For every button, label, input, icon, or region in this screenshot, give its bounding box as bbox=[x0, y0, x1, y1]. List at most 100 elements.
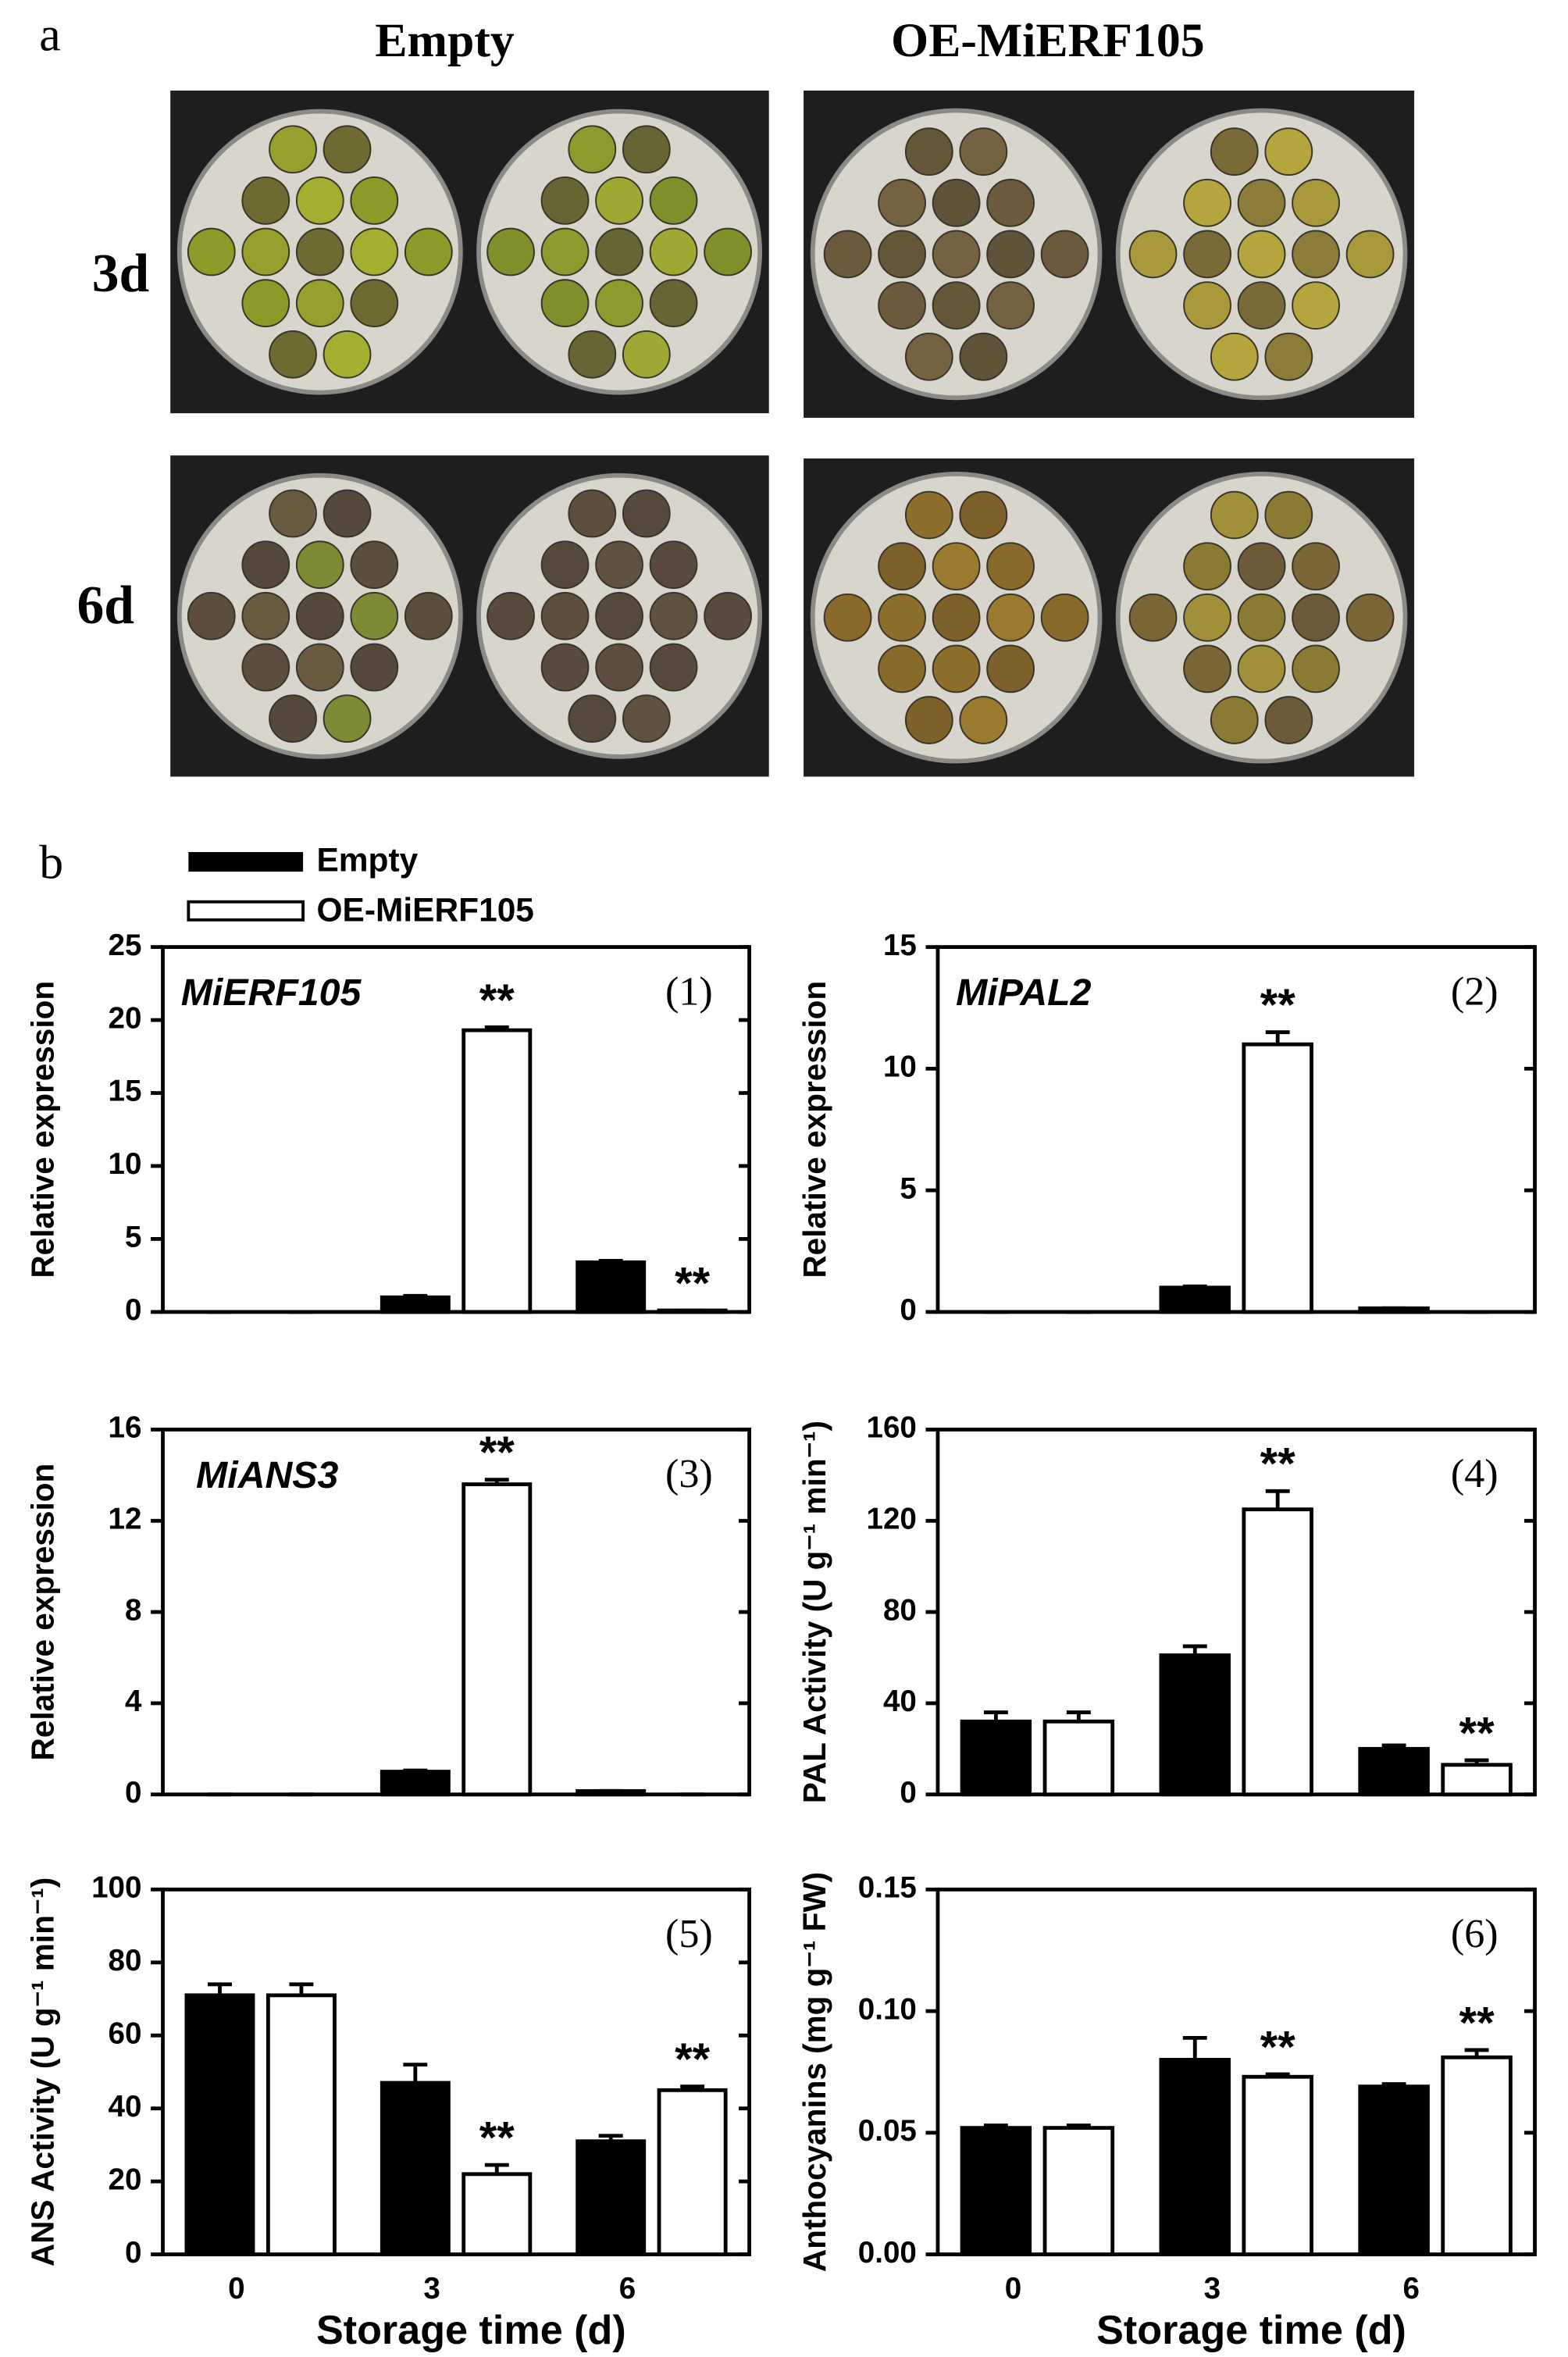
leaf-disc bbox=[595, 177, 643, 225]
leaf-disc bbox=[1292, 542, 1340, 591]
bar bbox=[1242, 1042, 1313, 1314]
y-tick-label: 100 bbox=[91, 1871, 141, 1905]
error-bar bbox=[1066, 1710, 1091, 1722]
leaf-disc bbox=[1292, 178, 1340, 227]
error-bar bbox=[1464, 2048, 1489, 2058]
leaf-disc bbox=[649, 591, 698, 640]
leaf-disc bbox=[1183, 542, 1231, 591]
y-tick-label: 0 bbox=[125, 1293, 141, 1327]
y-tick-label: 0.05 bbox=[858, 2114, 917, 2148]
leaf-disc bbox=[540, 227, 590, 276]
chart: 0 40 80 120 160 PAL Activity (U g⁻¹ min⁻¹) (4)… bbox=[796, 1411, 1537, 1810]
leaf-disc bbox=[1292, 281, 1340, 330]
leaf-disc bbox=[187, 227, 236, 276]
leaf-disc bbox=[241, 279, 290, 328]
photo-panel bbox=[170, 90, 1415, 777]
plot-frame bbox=[935, 945, 1537, 1314]
error-bar bbox=[208, 1982, 232, 1995]
chart-title: MiANS3 bbox=[196, 1454, 338, 1496]
chart: 0 5 10 15 Relative expression MiPAL2 (2) ** bbox=[796, 929, 1537, 1327]
y-tick-label: 40 bbox=[883, 1685, 917, 1718]
leaf-disc bbox=[932, 593, 981, 642]
error-bar bbox=[1381, 2082, 1406, 2087]
leaf-disc bbox=[932, 178, 981, 227]
leaf-disc bbox=[904, 696, 953, 744]
panel-letter: a bbox=[39, 8, 60, 61]
bar bbox=[1358, 1746, 1430, 1797]
error-bar bbox=[403, 1293, 428, 1298]
x-tick-label: 3 bbox=[423, 2272, 440, 2305]
leaf-disc bbox=[595, 279, 643, 328]
error-bar bbox=[680, 2084, 705, 2091]
leaf-disc bbox=[1264, 490, 1313, 540]
bar bbox=[657, 2088, 728, 2257]
leaf-disc bbox=[269, 125, 317, 174]
leaf-disc bbox=[1237, 593, 1286, 642]
y-axis-label: ANS Activity (U g⁻¹ min⁻¹) bbox=[25, 1877, 61, 2266]
y-tick-label: 80 bbox=[109, 1944, 142, 1977]
error-bar bbox=[1066, 2123, 1091, 2128]
leaf-disc bbox=[568, 125, 617, 174]
legend-swatch bbox=[188, 851, 304, 872]
leaf-disc bbox=[878, 593, 926, 642]
y-tick-label: 0 bbox=[125, 1776, 141, 1810]
leaf-disc bbox=[540, 591, 590, 640]
bar bbox=[1159, 1285, 1231, 1314]
bar bbox=[380, 2081, 451, 2257]
leaf-disc bbox=[878, 542, 926, 591]
panel-label: (2) bbox=[1451, 969, 1499, 1014]
bar bbox=[960, 1719, 1032, 1797]
leaf-disc bbox=[540, 279, 590, 328]
error-bar bbox=[1265, 2072, 1290, 2077]
legend-swatch bbox=[187, 900, 305, 922]
bar bbox=[960, 2126, 1032, 2257]
error-bar bbox=[983, 2123, 1008, 2128]
leaf-disc bbox=[404, 227, 453, 276]
plot-frame bbox=[935, 1887, 1537, 2257]
y-tick-label: 10 bbox=[109, 1147, 142, 1181]
leaf-disc bbox=[932, 230, 981, 279]
significance-mark: ** bbox=[675, 1258, 711, 1308]
chart: 0.00 0.05 0.10 0.15 Anthocyanins (mg g⁻¹ FW)… bbox=[796, 1871, 1537, 2353]
leaf-disc bbox=[622, 489, 671, 538]
y-tick-label: 15 bbox=[883, 929, 917, 962]
leaf-disc bbox=[568, 489, 617, 538]
leaf-disc bbox=[1040, 593, 1089, 642]
significance-mark: ** bbox=[1260, 2023, 1296, 2073]
y-tick-label: 0 bbox=[900, 1776, 916, 1810]
y-tick-label: 0.15 bbox=[858, 1871, 917, 1905]
y-tick-label: 80 bbox=[883, 1593, 917, 1627]
y-axis-label: PAL Activity (U g⁻¹ min⁻¹) bbox=[796, 1421, 832, 1803]
y-tick-label: 0 bbox=[125, 2236, 141, 2270]
leaf-disc bbox=[986, 178, 1035, 227]
leaf-disc bbox=[904, 490, 953, 540]
leaf-disc bbox=[1183, 178, 1231, 227]
chart-title: MiERF105 bbox=[181, 972, 362, 1014]
leaf-disc bbox=[959, 332, 1008, 381]
panel-label: (1) bbox=[665, 969, 713, 1014]
y-tick-label: 40 bbox=[109, 2090, 142, 2123]
error-bar bbox=[598, 2134, 623, 2141]
y-tick-label: 120 bbox=[866, 1502, 916, 1535]
chart: 0 4 8 12 16 Relative expression MiANS3 (3) ** bbox=[25, 1411, 752, 1810]
significance-mark: ** bbox=[479, 975, 515, 1025]
y-tick-label: 0.10 bbox=[858, 1992, 917, 2026]
chart: 0 5 10 15 20 25 Relative expression MiERF105 (1)… bbox=[25, 929, 752, 1327]
leaf-disc bbox=[622, 125, 671, 174]
x-tick-label: 0 bbox=[228, 2272, 244, 2305]
leaf-disc bbox=[1264, 332, 1313, 381]
bar bbox=[461, 2172, 533, 2257]
error-bar bbox=[1182, 2035, 1207, 2060]
error-bar bbox=[403, 1768, 428, 1773]
leaf-disc bbox=[823, 230, 872, 279]
leaf-disc bbox=[269, 330, 317, 379]
x-tick-label: 6 bbox=[1402, 2272, 1419, 2305]
leaf-disc bbox=[1237, 542, 1286, 591]
y-tick-label: 25 bbox=[109, 929, 142, 962]
leaf-disc bbox=[986, 593, 1035, 642]
leaf-disc bbox=[323, 330, 372, 379]
leaf-disc bbox=[350, 591, 399, 640]
legend-label: Empty bbox=[316, 842, 418, 879]
error-bar bbox=[983, 1710, 1008, 1722]
